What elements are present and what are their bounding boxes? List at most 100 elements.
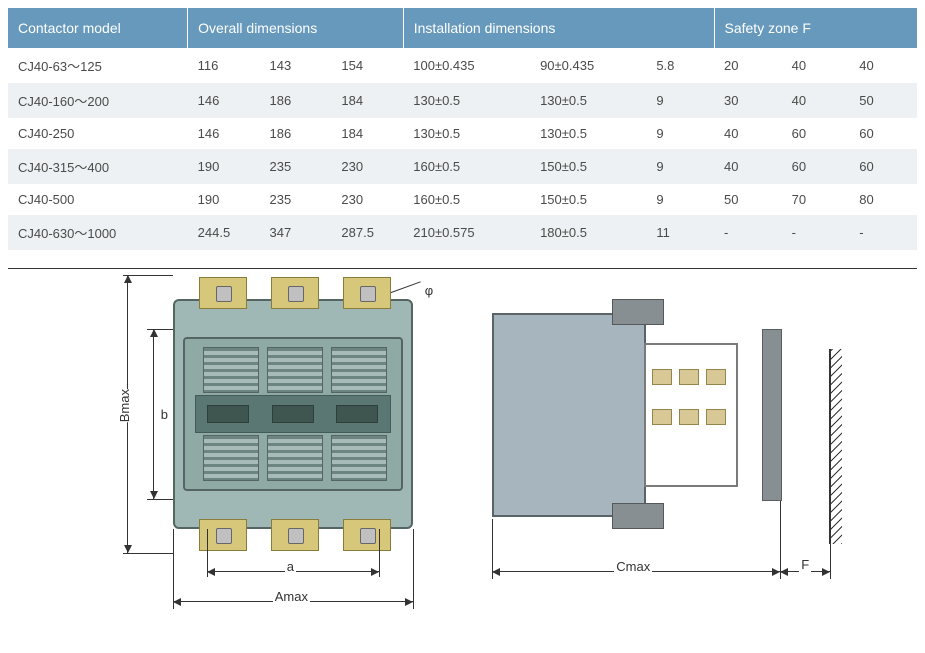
table-cell: 150±0.5: [530, 149, 646, 184]
col-safety: Safety zone F: [714, 8, 917, 48]
tag: [652, 409, 672, 425]
mid-tag: [336, 405, 378, 423]
table-cell: CJ40-630～1000: [8, 215, 188, 250]
table-cell: 347: [260, 215, 332, 250]
table-cell: 100±0.435: [403, 48, 530, 83]
table-cell: 230: [331, 149, 403, 184]
vent: [331, 347, 387, 393]
table-cell: 9: [646, 118, 714, 149]
col-install: Installation dimensions: [403, 8, 714, 48]
table-row: CJ40-500190235230160±0.5150±0.59507080: [8, 184, 917, 215]
terminal-bottom-3: [343, 519, 391, 551]
contactor-side: [492, 299, 772, 529]
side-tags: [652, 369, 726, 385]
dimensions-table: Contactor model Overall dimensions Insta…: [8, 8, 917, 250]
vent: [203, 347, 259, 393]
table-cell: 244.5: [188, 215, 260, 250]
mid-strip: [195, 395, 391, 433]
side-top-terminal: [612, 299, 664, 325]
label-Bmax: Bmax: [115, 389, 134, 422]
tag: [706, 369, 726, 385]
side-view-diagram: Cmax F: [492, 289, 842, 619]
side-tags: [652, 409, 726, 425]
table-cell: 20: [714, 48, 782, 83]
table-cell: 184: [331, 83, 403, 118]
vent: [267, 347, 323, 393]
table-cell: 190: [188, 184, 260, 215]
table-cell: 11: [646, 215, 714, 250]
ext-line: [413, 529, 414, 609]
dim-b: [153, 329, 154, 499]
tag: [652, 369, 672, 385]
vent: [331, 435, 387, 481]
table-cell: 160±0.5: [403, 149, 530, 184]
table-cell: CJ40-500: [8, 184, 188, 215]
table-cell: 70: [782, 184, 850, 215]
table-cell: 186: [260, 118, 332, 149]
table-cell: 146: [188, 83, 260, 118]
table-cell: 80: [849, 184, 917, 215]
diagram-row: φ: [8, 289, 917, 639]
table-cell: 210±0.575: [403, 215, 530, 250]
table-cell: 287.5: [331, 215, 403, 250]
table-cell: CJ40-315～400: [8, 149, 188, 184]
table-cell: 30: [714, 83, 782, 118]
table-cell: 230: [331, 184, 403, 215]
ext-line: [147, 499, 173, 500]
table-cell: 60: [782, 118, 850, 149]
table-row: CJ40-63～125116143154100±0.43590±0.4355.8…: [8, 48, 917, 83]
label-a: a: [285, 559, 296, 574]
table-cell: 130±0.5: [403, 83, 530, 118]
table-cell: 190: [188, 149, 260, 184]
ext-line: [830, 349, 831, 579]
table-cell: 50: [714, 184, 782, 215]
table-cell: 40: [782, 48, 850, 83]
table-cell: 50: [849, 83, 917, 118]
terminal-top-1: [199, 277, 247, 309]
label-Cmax: Cmax: [614, 559, 652, 574]
table-cell: 146: [188, 118, 260, 149]
label-b: b: [159, 407, 170, 422]
table-cell: 9: [646, 149, 714, 184]
table-cell: 40: [714, 149, 782, 184]
table-cell: 235: [260, 184, 332, 215]
tag: [706, 409, 726, 425]
table-cell: 160±0.5: [403, 184, 530, 215]
table-cell: CJ40-63～125: [8, 48, 188, 83]
front-body: [183, 337, 403, 491]
terminal-top-2: [271, 277, 319, 309]
table-cell: 184: [331, 118, 403, 149]
table-cell: 60: [849, 118, 917, 149]
table-row: CJ40-250146186184130±0.5130±0.59406060: [8, 118, 917, 149]
side-main-body: [492, 313, 646, 517]
table-cell: 186: [260, 83, 332, 118]
table-cell: 130±0.5: [530, 83, 646, 118]
table-cell: 60: [849, 149, 917, 184]
ext-line: [173, 529, 174, 609]
table-cell: -: [782, 215, 850, 250]
tag: [679, 369, 699, 385]
table-cell: 90±0.435: [530, 48, 646, 83]
col-overall: Overall dimensions: [188, 8, 404, 48]
mid-tag: [207, 405, 249, 423]
table-cell: 180±0.5: [530, 215, 646, 250]
table-cell: 116: [188, 48, 260, 83]
ext-line: [379, 529, 380, 577]
table-cell: -: [714, 215, 782, 250]
table-cell: 40: [782, 83, 850, 118]
front-view-diagram: φ: [123, 289, 423, 619]
table-cell: 130±0.5: [403, 118, 530, 149]
table-cell: 143: [260, 48, 332, 83]
table-cell: 5.8: [646, 48, 714, 83]
table-cell: CJ40-160～200: [8, 83, 188, 118]
tag: [679, 409, 699, 425]
table-cell: 60: [782, 149, 850, 184]
table-cell: 154: [331, 48, 403, 83]
label-phi: φ: [423, 283, 435, 298]
table-cell: CJ40-250: [8, 118, 188, 149]
table-row: CJ40-315～400190235230160±0.5150±0.594060…: [8, 149, 917, 184]
table-cell: 40: [849, 48, 917, 83]
mid-tag: [272, 405, 314, 423]
vent: [203, 435, 259, 481]
label-F: F: [799, 557, 811, 572]
